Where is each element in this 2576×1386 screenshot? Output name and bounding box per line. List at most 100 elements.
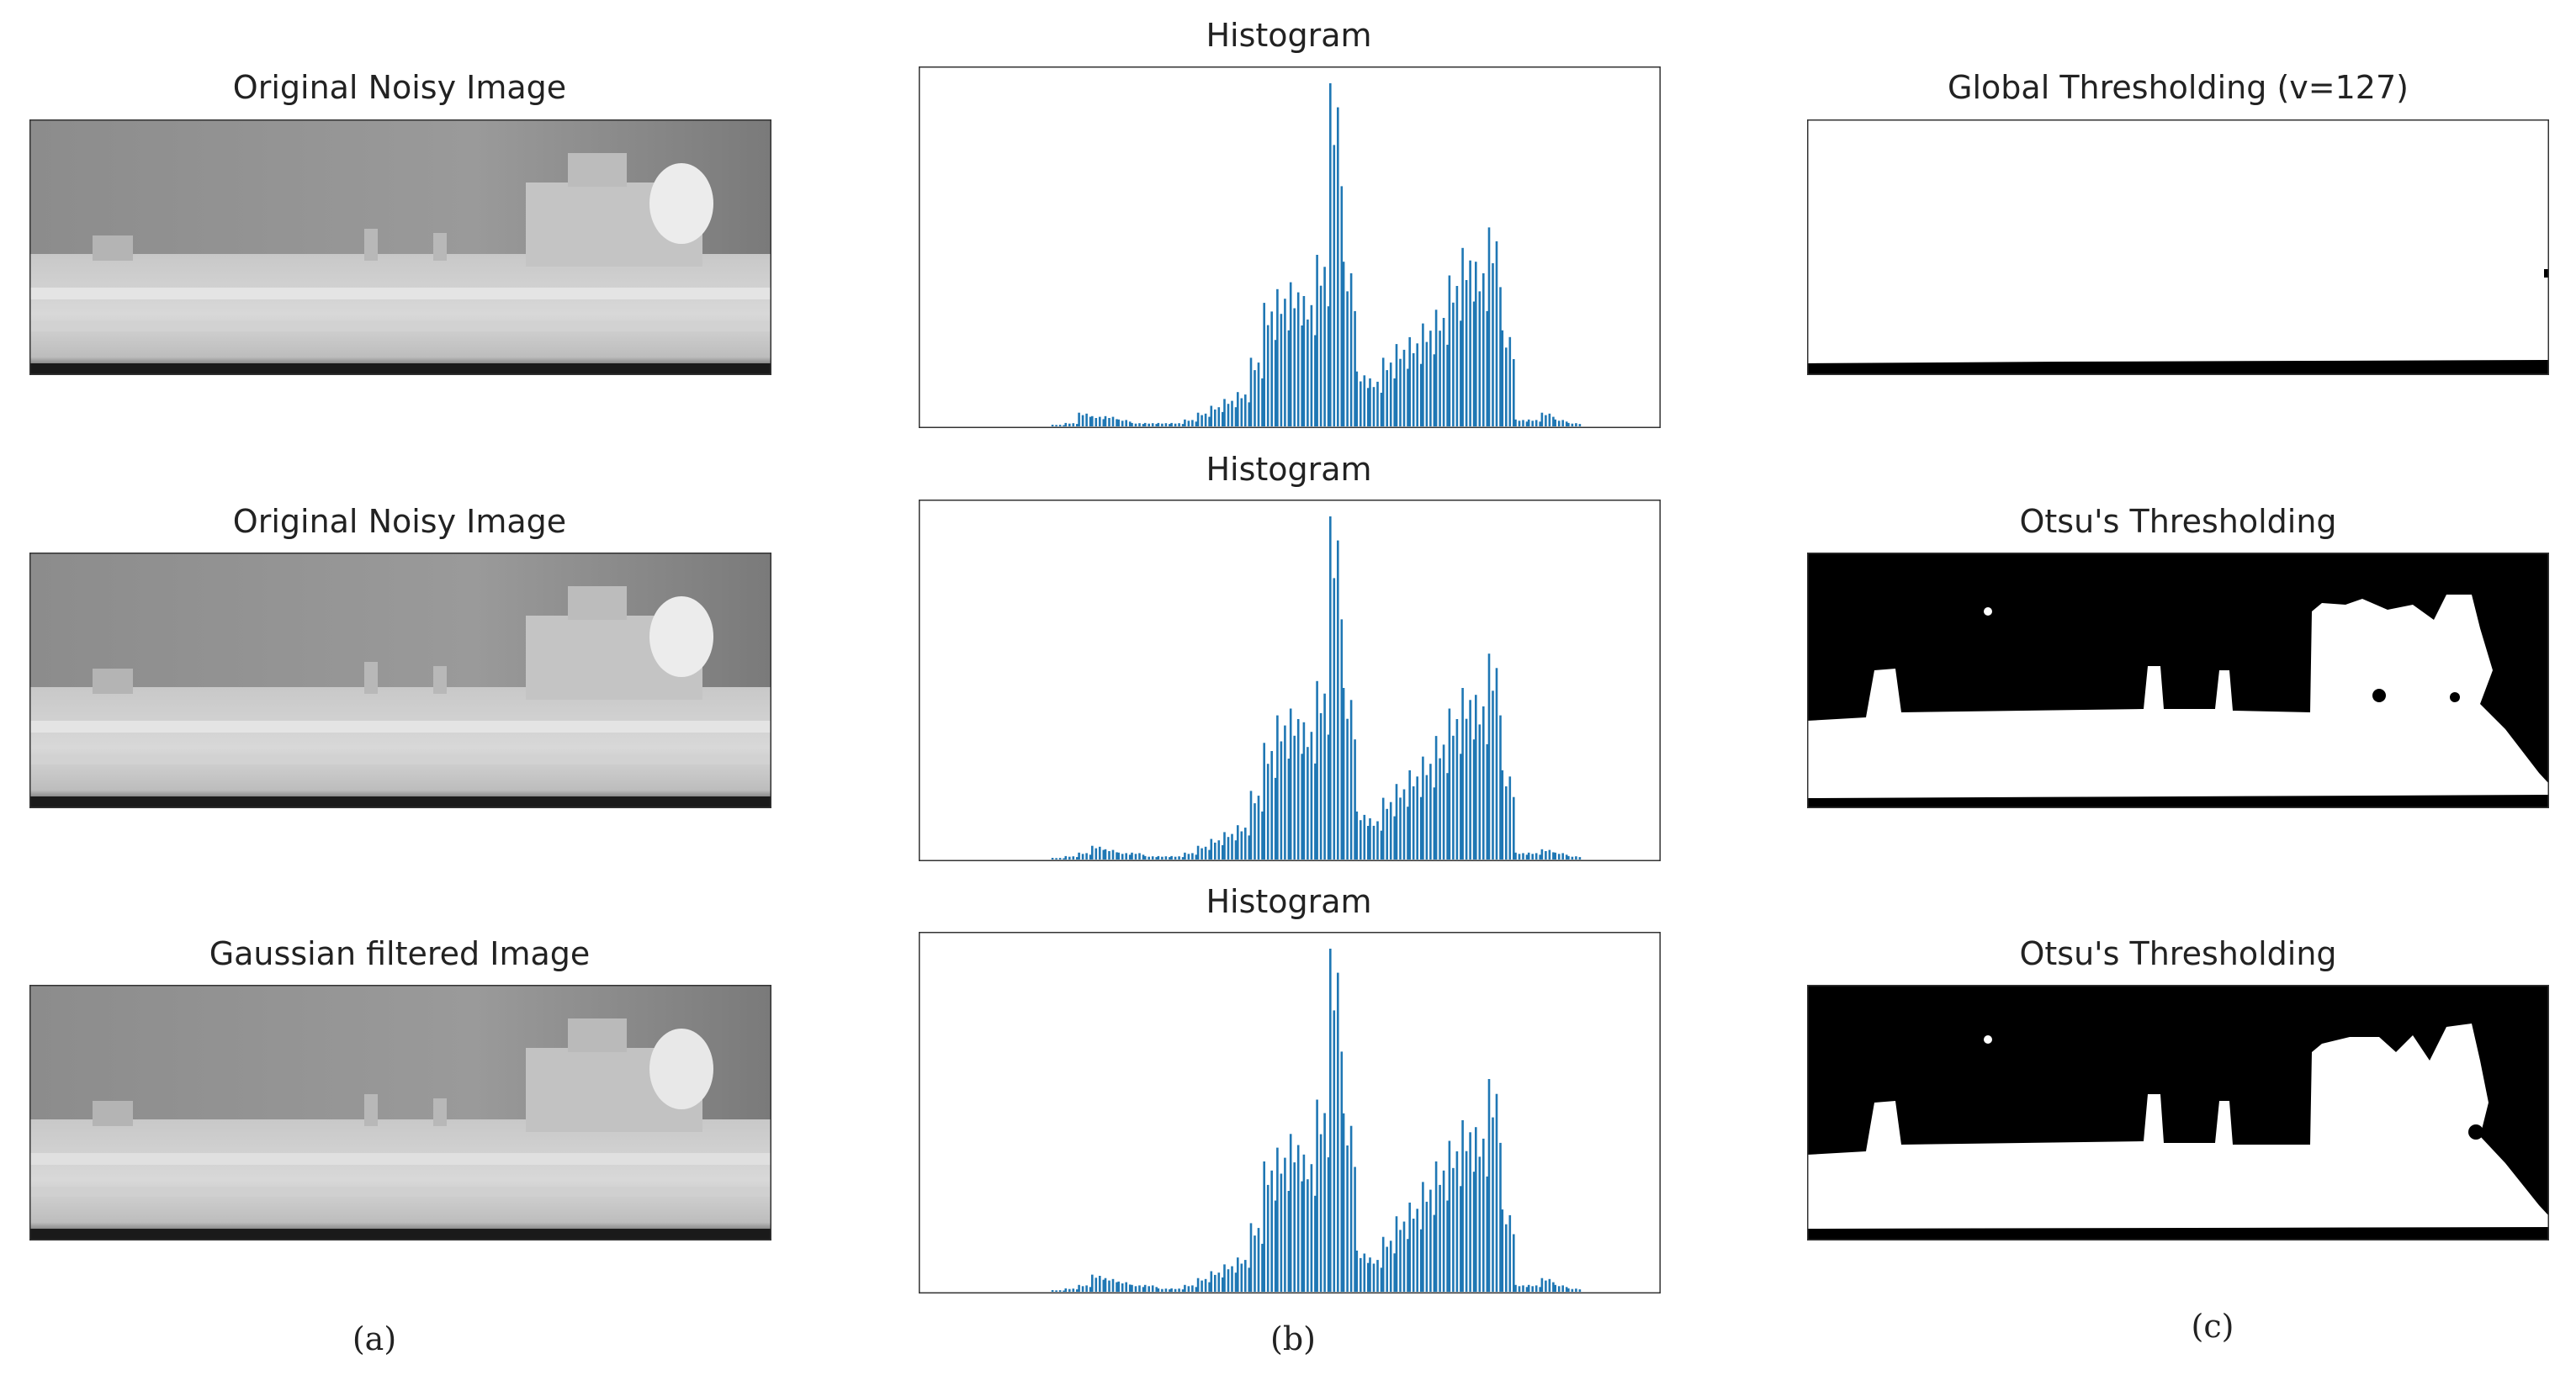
hist-bar xyxy=(1399,358,1402,426)
hist-bar xyxy=(1287,330,1291,426)
hist-bar xyxy=(1316,1099,1318,1292)
hist-bar xyxy=(1360,381,1362,426)
hist-bar xyxy=(1161,423,1163,426)
hist-bar xyxy=(1495,668,1498,860)
hist-bar xyxy=(1089,854,1092,860)
hist-bar xyxy=(1513,796,1515,860)
hist-bar xyxy=(1472,1172,1476,1292)
hist-bar xyxy=(1337,540,1339,860)
hist-bar xyxy=(1208,1282,1211,1292)
hist-bar xyxy=(1214,409,1216,426)
hist-bar xyxy=(1178,856,1180,860)
hist-bar xyxy=(1349,272,1353,426)
hist-bar xyxy=(1151,1285,1154,1292)
hist-bar xyxy=(1399,797,1402,860)
hist-bar xyxy=(1381,1236,1385,1292)
hist-bar xyxy=(1434,1161,1438,1292)
hist-bar xyxy=(1085,853,1088,860)
hist-bar xyxy=(1571,1288,1574,1292)
hist-bar xyxy=(1081,415,1084,426)
hist-bar xyxy=(1274,1200,1277,1292)
hist-bar xyxy=(1412,1219,1415,1292)
hist-bar xyxy=(1276,288,1279,426)
hist-bar xyxy=(1346,718,1349,860)
hist-bar xyxy=(1363,375,1366,426)
hist-bar xyxy=(1307,1179,1309,1292)
hist-bar xyxy=(1155,424,1158,426)
hist-bar xyxy=(1287,759,1291,860)
hist-bar xyxy=(1355,371,1359,426)
hist-bar xyxy=(1301,1181,1303,1292)
hist-bar xyxy=(1280,1173,1283,1292)
hist-bar xyxy=(1534,1285,1538,1292)
hist-bar xyxy=(1508,776,1512,860)
hist-bar xyxy=(1448,1140,1451,1292)
hist-bar xyxy=(1231,833,1233,860)
hist-bar xyxy=(1505,347,1508,426)
hist-bar xyxy=(1058,1290,1062,1292)
hist-bar xyxy=(1354,739,1356,860)
hist-bar xyxy=(1439,1184,1441,1292)
hist-bar xyxy=(1329,83,1332,426)
caption-c: (c) xyxy=(2191,1308,2234,1345)
hist-bar xyxy=(1513,1234,1515,1292)
hist-bar xyxy=(1389,1241,1392,1292)
hist-bar xyxy=(1169,424,1171,426)
hist-bar xyxy=(1287,1191,1291,1292)
hist-bar xyxy=(1465,718,1468,860)
hist-bar xyxy=(1234,1272,1238,1292)
hist-bar xyxy=(1342,688,1345,860)
hist-bar xyxy=(1380,830,1383,860)
hist-bar xyxy=(1178,423,1180,426)
hist-bar xyxy=(1425,1201,1428,1292)
panel-c1-title: Global Thresholding (v=127) xyxy=(1948,69,2409,106)
hist-bar xyxy=(1237,825,1239,860)
hist-bar xyxy=(1131,852,1133,860)
hist-bar xyxy=(1187,854,1190,860)
hist-bar xyxy=(1402,349,1406,426)
hist-bar xyxy=(1184,852,1186,860)
hist-bar xyxy=(1222,1277,1224,1292)
hist-bar xyxy=(1102,419,1105,426)
hist-bar xyxy=(1240,831,1243,860)
hist-bar xyxy=(1475,262,1477,426)
hist-bar xyxy=(1191,853,1194,860)
hist-bar xyxy=(1222,844,1224,860)
hist-bar xyxy=(1223,399,1226,426)
hist-bar xyxy=(1575,423,1577,426)
hist-bar xyxy=(1089,416,1092,426)
hist-bar xyxy=(1201,848,1203,860)
hist-bar xyxy=(1104,415,1107,426)
hist-bar xyxy=(1575,1288,1577,1292)
hist-bar xyxy=(1367,388,1370,426)
hist-bar xyxy=(1102,849,1105,860)
hist-bar xyxy=(1508,1214,1512,1292)
hist-bar xyxy=(1389,362,1392,426)
hist-bar xyxy=(1095,848,1098,860)
hist-bar xyxy=(1425,775,1428,860)
hist-bar xyxy=(1089,1287,1092,1292)
hist-bar xyxy=(1151,856,1154,860)
hist2-plot xyxy=(919,500,1661,861)
hist-bar xyxy=(1518,854,1521,860)
hist-bar xyxy=(1399,1230,1402,1292)
hist-bar xyxy=(1121,421,1124,426)
hist-bar xyxy=(1170,855,1173,860)
hist-bar xyxy=(1422,1182,1424,1292)
hist-bar xyxy=(1210,838,1213,860)
hist-bar xyxy=(1055,425,1057,426)
hist-bar xyxy=(1475,695,1477,860)
hist-bar xyxy=(1111,849,1115,860)
hist-bar xyxy=(1469,1132,1471,1292)
hist-bar xyxy=(1408,770,1411,860)
hist-bar xyxy=(1416,343,1418,426)
hist-bar xyxy=(1557,421,1561,426)
hist-bar xyxy=(1539,421,1541,426)
hist-bar xyxy=(1208,416,1211,426)
hist-bar xyxy=(1578,424,1582,426)
hist-bar xyxy=(1346,1145,1349,1292)
hist-bar xyxy=(1072,856,1075,860)
panel-a3-image xyxy=(29,985,771,1241)
hist-bar xyxy=(1419,796,1423,860)
hist-bar xyxy=(1433,1214,1436,1292)
